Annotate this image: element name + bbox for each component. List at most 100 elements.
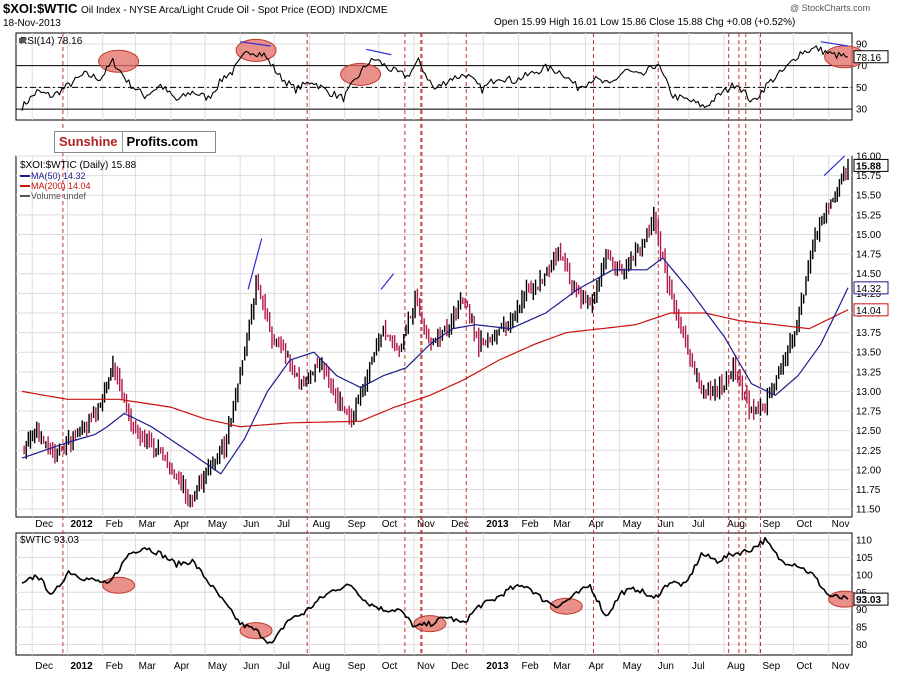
x-tick-label: Sep (348, 519, 366, 530)
x-tick-label: Aug (312, 661, 330, 672)
x-tick-label: Aug (727, 661, 745, 672)
x-tick-label: Apr (589, 519, 605, 530)
x-tick-label: Feb (106, 661, 124, 672)
y-tick-label: 15.00 (856, 230, 881, 241)
x-tick-label: May (623, 519, 642, 530)
x-tick-label: Oct (796, 519, 812, 530)
wtic-panel-title: $WTIC 93.03 (20, 535, 79, 546)
ma200-line (21, 309, 849, 428)
price-legend-item: MA(200) 14.04 (31, 181, 91, 191)
y-tick-label: 13.00 (856, 387, 881, 398)
chart-date: 18-Nov-2013 (3, 18, 61, 29)
x-tick-label: May (208, 519, 227, 530)
ma50-last-value-box (853, 281, 889, 295)
trend-mark (240, 41, 271, 47)
y-tick-label: 14.50 (856, 269, 881, 280)
x-tick-label: 2012 (70, 519, 93, 530)
y-tick-label: 16.00 (856, 152, 881, 163)
y-tick-label: 105 (856, 553, 873, 564)
trend-mark (366, 48, 392, 56)
x-tick-label: Sep (348, 661, 366, 672)
y-tick-label: 12.50 (856, 426, 881, 437)
x-tick-label: Mar (553, 661, 571, 672)
rsi-last-value-box (853, 50, 889, 64)
y-tick-label: 90 (856, 605, 868, 616)
x-tick-label: Sep (762, 661, 780, 672)
y-tick-label: 85 (856, 623, 868, 634)
x-tick-label: Mar (139, 519, 157, 530)
x-tick-label: Dec (35, 661, 53, 672)
y-tick-label: 13.75 (856, 328, 881, 339)
y-tick-label: 110 (856, 535, 872, 546)
x-tick-label: Oct (796, 661, 812, 672)
x-tick-label: Feb (522, 661, 540, 672)
wtic-last-value-box (853, 592, 889, 606)
panel-frame-wtic (15, 532, 853, 656)
x-tick-label: Jul (692, 519, 705, 530)
y-tick-label: 13.25 (856, 367, 881, 378)
x-tick-label: Aug (312, 519, 330, 530)
price-legend-item: MA(50) 14.32 (31, 171, 86, 181)
x-tick-label: Dec (451, 661, 469, 672)
x-tick-label: 2013 (486, 519, 509, 530)
rsi-last-value: 78.16 (856, 53, 881, 64)
y-tick-label: 90 (856, 39, 868, 50)
ma200-last-value-box (853, 303, 889, 317)
rsi-line (21, 45, 849, 111)
x-tick-label: 2012 (70, 661, 93, 672)
x-tick-label: Dec (35, 519, 53, 530)
highlight-ellipse (239, 622, 273, 640)
price-last-value: 15.88 (856, 161, 881, 172)
panel-frame-price (15, 155, 853, 518)
y-tick-label: 80 (856, 640, 868, 651)
price-bars (23, 158, 849, 508)
x-tick-label: Aug (727, 519, 745, 530)
highlight-ellipse (340, 62, 382, 86)
y-tick-label: 13.50 (856, 348, 881, 359)
trend-mark (823, 155, 846, 177)
y-tick-label: 30 (856, 105, 868, 116)
x-tick-label: Apr (174, 661, 190, 672)
wtic-line (21, 536, 849, 644)
price-panel-title: $XOI:$WTIC (Daily) 15.88 (20, 160, 137, 171)
ma50-last-value: 14.32 (856, 284, 881, 295)
rsi-legend-swatch (19, 38, 25, 43)
y-tick-label: 70 (856, 61, 868, 72)
chart-title: $XOI:$WTIC Oil Index - NYSE Arca/Light C… (3, 1, 388, 16)
watermark: @ StockCharts.com (790, 3, 871, 13)
x-tick-label: Feb (106, 519, 124, 530)
highlight-ellipse (549, 597, 583, 615)
panel-frame-rsi (15, 32, 853, 121)
x-tick-label: Nov (832, 519, 850, 530)
ma200-last-value: 14.04 (856, 306, 881, 317)
y-tick-label: 15.50 (856, 191, 881, 202)
y-tick-label: 50 (856, 83, 868, 94)
highlight-ellipse (102, 576, 136, 594)
trend-mark (247, 238, 263, 290)
x-tick-label: Jun (658, 519, 674, 530)
x-tick-label: Apr (174, 519, 190, 530)
y-tick-label: 11.50 (856, 505, 881, 516)
trend-mark (380, 273, 394, 290)
x-tick-label: Jul (692, 661, 705, 672)
y-tick-label: 15.75 (856, 171, 881, 182)
highlight-ellipse (98, 49, 140, 73)
x-tick-label: Oct (382, 661, 398, 672)
ma50-line (21, 257, 849, 475)
x-tick-label: Jun (243, 661, 259, 672)
y-tick-label: 12.00 (856, 465, 881, 476)
y-tick-label: 12.25 (856, 446, 881, 457)
x-tick-label: Feb (522, 519, 540, 530)
trend-mark (820, 41, 849, 47)
x-tick-label: Oct (382, 519, 398, 530)
y-tick-label: 14.75 (856, 250, 881, 261)
wtic-last-value: 93.03 (856, 595, 881, 606)
x-tick-label: Jun (658, 661, 674, 672)
x-tick-label: Jun (243, 519, 259, 530)
price-last-value-box (853, 158, 889, 172)
x-tick-label: Nov (417, 661, 435, 672)
x-tick-label: 2013 (486, 661, 509, 672)
x-tick-label: Mar (139, 661, 157, 672)
sunshine-profits-logo: Sunshine Profits.com (54, 131, 216, 153)
